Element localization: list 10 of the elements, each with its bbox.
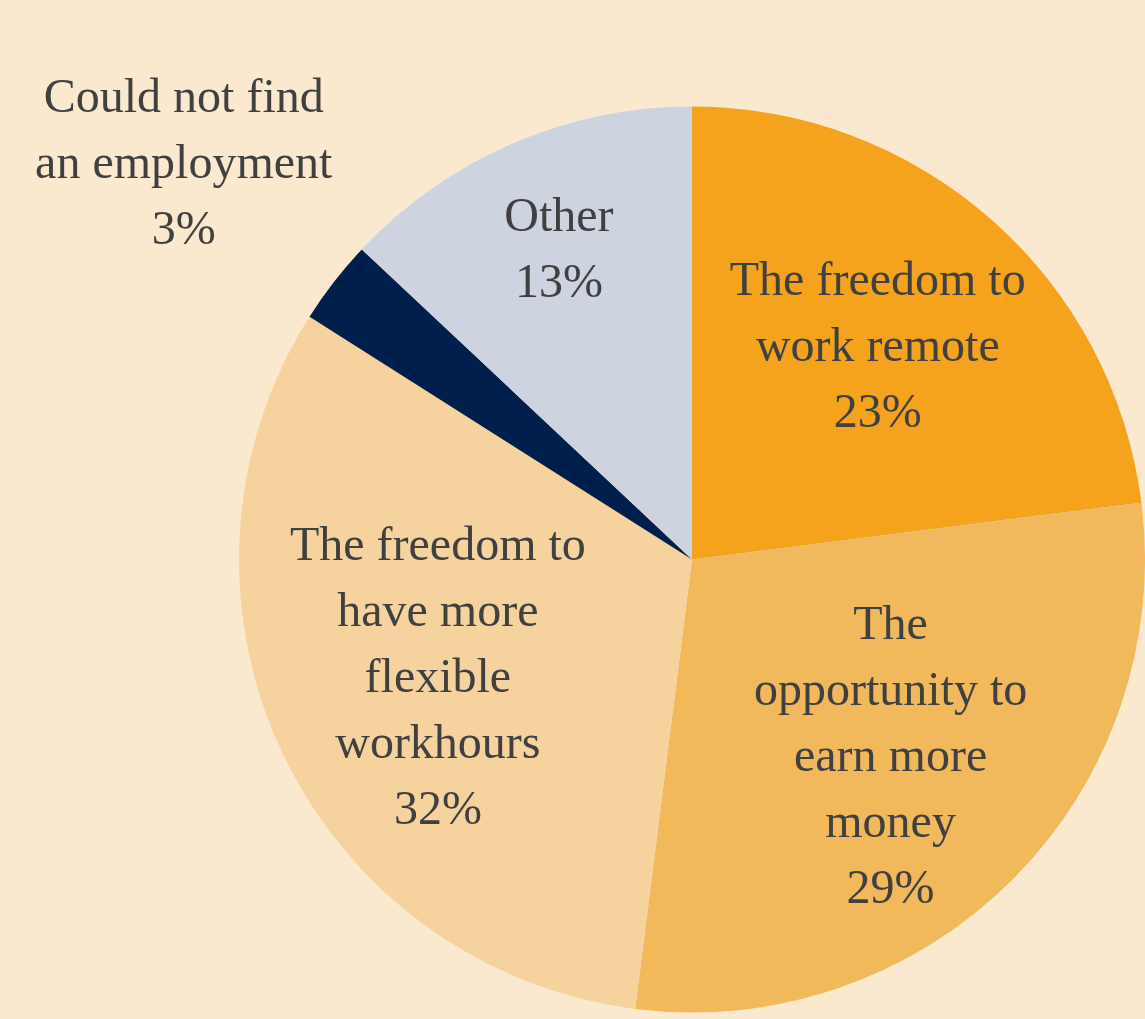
data-label: 32% — [393, 780, 482, 834]
slice-label: Other — [504, 188, 614, 242]
slice-label: The freedom to have more flexible workhours — [289, 516, 586, 768]
data-label: 23% — [833, 384, 922, 438]
slice-label: The opportunity to earn more money — [753, 595, 1028, 847]
data-label: 29% — [846, 859, 935, 913]
data-label: 13% — [514, 254, 603, 308]
slice-label: Could not find an employment — [35, 68, 334, 188]
data-label: 3% — [151, 200, 216, 254]
slice-label: The freedom to work remote — [729, 252, 1026, 372]
